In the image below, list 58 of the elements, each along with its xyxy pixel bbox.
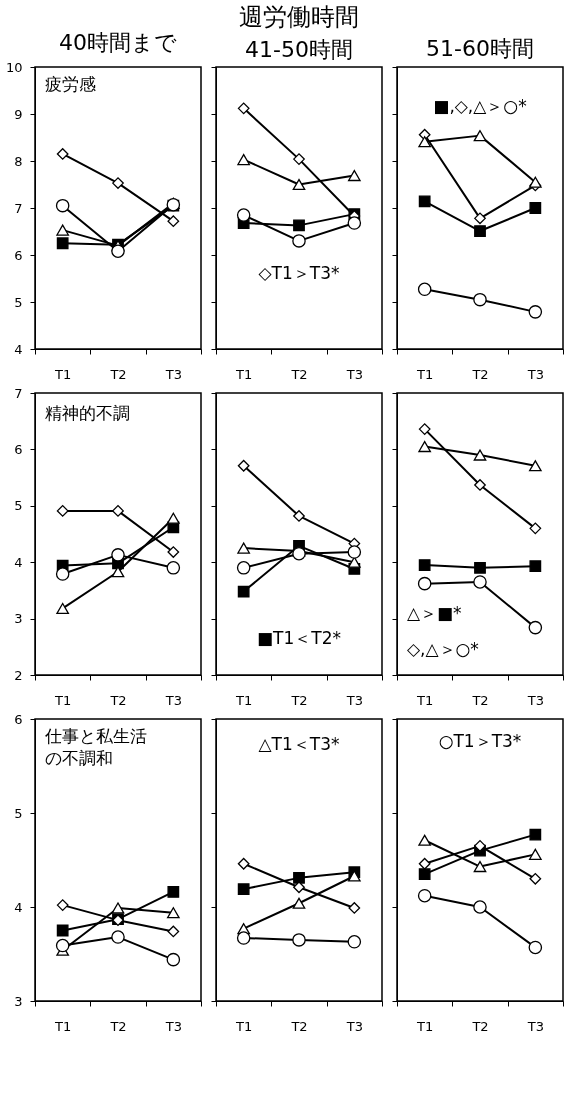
chart-subtitle: 41-50時間: [245, 36, 353, 62]
y-tick-label: 3: [14, 993, 23, 1009]
x-tick-label: T1: [54, 692, 72, 708]
x-tick-label: T1: [54, 366, 72, 382]
x-tick-label: T3: [526, 1018, 544, 1034]
y-tick-label: 7: [14, 200, 23, 216]
y-tick-label: 9: [14, 106, 23, 122]
y-tick-label: 10: [5, 59, 23, 75]
y-tick-label: 6: [14, 441, 23, 457]
x-tick-label: T2: [109, 692, 127, 708]
annotation: ■T1＜T2*: [257, 628, 341, 649]
x-tick-label: T3: [164, 1018, 182, 1034]
y-tick-label: 2: [14, 667, 23, 683]
annotation: ○T1＞T3*: [438, 731, 522, 752]
annotation: ◇,△＞○*: [406, 639, 479, 660]
x-tick-label: T1: [416, 1018, 434, 1034]
x-tick-label: T3: [345, 1018, 363, 1034]
x-tick-label: T2: [109, 366, 127, 382]
x-tick-label: T2: [290, 692, 308, 708]
x-tick-label: T3: [164, 366, 182, 382]
x-tick-label: T1: [416, 692, 434, 708]
y-tick-label: 3: [14, 611, 23, 627]
y-tick-label: 6: [14, 711, 23, 727]
y-tick-label: 4: [14, 899, 23, 915]
chart-subtitle: 51-60時間: [426, 35, 534, 61]
x-tick-label: T2: [471, 1018, 489, 1034]
x-tick-label: T1: [235, 692, 253, 708]
x-tick-label: T3: [526, 366, 544, 382]
x-tick-label: T2: [471, 366, 489, 382]
x-tick-label: T3: [526, 692, 544, 708]
x-tick-label: T2: [290, 1018, 308, 1034]
x-tick-label: T1: [416, 366, 434, 382]
y-tick-label: 5: [14, 805, 23, 821]
annotation: ◇T1＞T3*: [258, 262, 340, 283]
y-tick-label: 6: [14, 247, 23, 263]
annotation: 仕事と私生活の不調和: [43, 725, 147, 768]
x-tick-label: T3: [164, 692, 182, 708]
x-tick-label: T1: [54, 1018, 72, 1034]
x-tick-label: T2: [109, 1018, 127, 1034]
x-tick-label: T3: [345, 692, 363, 708]
x-tick-label: T3: [345, 366, 363, 382]
x-tick-label: T1: [235, 366, 253, 382]
chart-subtitle: 40時間まで: [59, 30, 177, 55]
annotation: 疲労感: [44, 73, 96, 94]
annotation: ■,◇,△＞○*: [433, 96, 527, 117]
y-tick-label: 4: [14, 341, 23, 357]
chart-title: 週労働時間: [239, 2, 359, 31]
x-tick-label: T1: [235, 1018, 253, 1034]
x-tick-label: T2: [290, 366, 308, 382]
x-tick-label: T2: [471, 692, 489, 708]
annotation: △＞■*: [406, 602, 462, 623]
y-tick-label: 5: [14, 294, 23, 310]
annotation: 精神的不調: [44, 402, 130, 423]
annotation: △T1＜T3*: [258, 734, 340, 755]
y-tick-label: 5: [14, 498, 23, 514]
y-tick-label: 4: [14, 554, 23, 570]
y-tick-label: 8: [14, 153, 23, 169]
y-tick-label: 7: [14, 385, 23, 401]
